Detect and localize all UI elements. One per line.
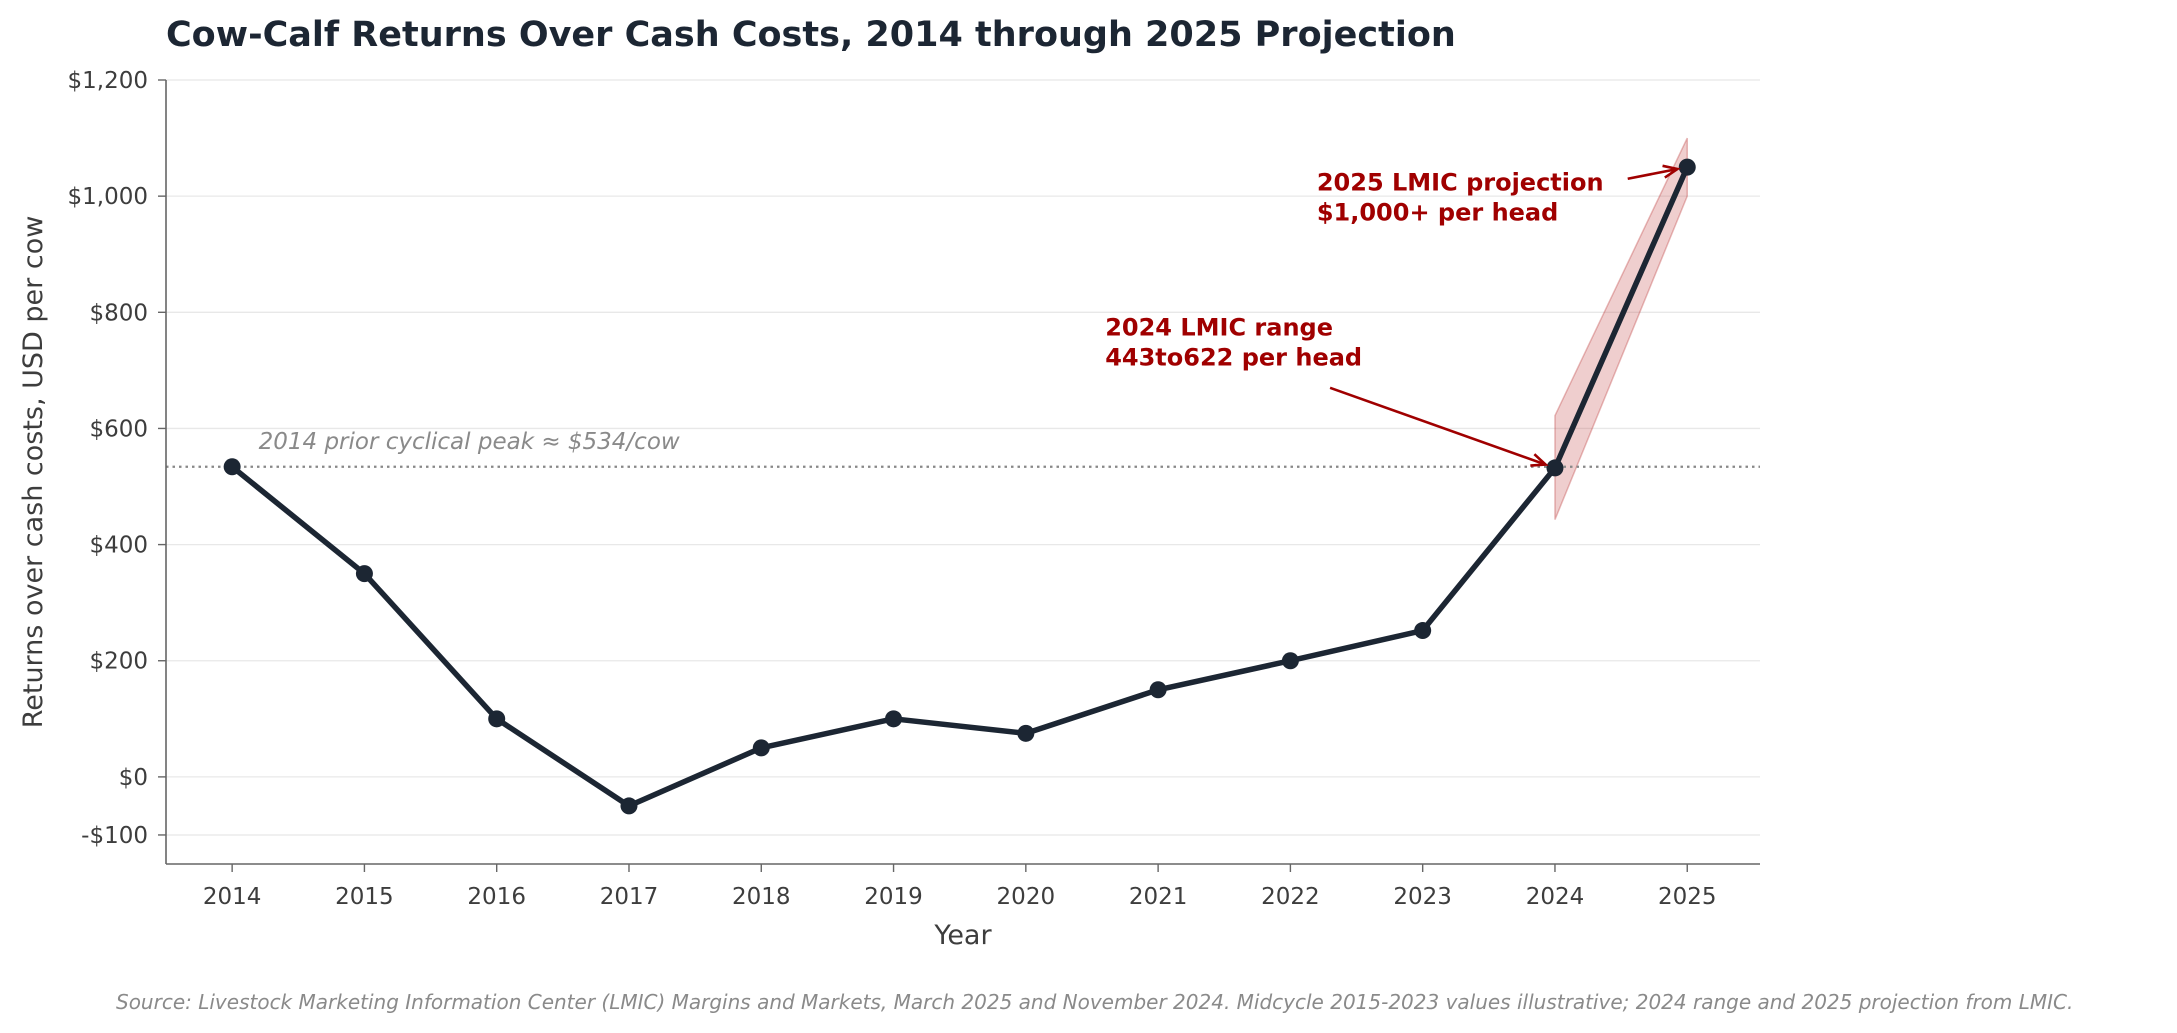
annotation-2024-range: 2024 LMIC range 443to622 per head — [1105, 314, 1362, 372]
x-tick-label: 2016 — [467, 884, 526, 910]
x-tick-label: 2017 — [600, 884, 659, 910]
y-tick-label: -$100 — [81, 823, 148, 849]
y-tick-label: $1,200 — [68, 68, 148, 94]
data-point-2025 — [1678, 158, 1696, 176]
y-tick-label: $200 — [89, 649, 148, 675]
data-point-2017 — [620, 797, 638, 815]
x-tick-label: 2022 — [1261, 884, 1320, 910]
source-note: Source: Livestock Marketing Information … — [116, 990, 2073, 1014]
data-point-2020 — [1017, 724, 1035, 742]
data-point-2015 — [355, 565, 373, 583]
y-tick-label: $0 — [119, 765, 148, 791]
y-tick-label: $400 — [89, 533, 148, 559]
annotation-2025-line1: 2025 LMIC projection — [1317, 168, 1604, 196]
data-point-2014 — [223, 458, 241, 476]
data-point-2023 — [1414, 622, 1432, 640]
x-tick-label: 2023 — [1393, 884, 1452, 910]
gridlines — [166, 79, 1760, 836]
annotation-2025-arrow — [1627, 167, 1678, 181]
x-tick-label: 2021 — [1129, 884, 1188, 910]
prior-peak-label: 2014 prior cyclical peak ≈ $534/cow — [259, 429, 680, 455]
x-tick-label: 2015 — [335, 884, 394, 910]
series-returns — [223, 158, 1696, 815]
annotation-2025-arrowhead — [1662, 164, 1681, 179]
data-point-2016 — [488, 710, 506, 728]
annotations: 2024 LMIC range 443to622 per head 2025 L… — [1105, 164, 1681, 467]
x-tick-label: 2014 — [203, 884, 262, 910]
y-tick-label: $600 — [89, 416, 148, 442]
x-tick-label: 2024 — [1526, 884, 1585, 910]
range-band-layer — [1554, 137, 1688, 520]
y-axis-ticks: -$100 $0 $200 $400 $600 $800 $1,000 $1,200 — [68, 68, 166, 849]
x-tick-label: 2025 — [1658, 884, 1717, 910]
data-point-2018 — [752, 739, 770, 757]
annotation-2025-line2: $1,000+ per head — [1317, 198, 1558, 226]
chart-title: Cow-Calf Returns Over Cash Costs, 2014 t… — [166, 15, 1456, 55]
y-tick-label: $1,000 — [68, 184, 148, 210]
annotation-2024-line1: 2024 LMIC range — [1105, 314, 1333, 342]
data-point-2019 — [885, 710, 903, 728]
x-axis-ticks: 2014 2015 2016 2017 2018 2019 2020 2021 2022 2023… — [203, 864, 1717, 910]
data-point-2024 — [1546, 459, 1564, 477]
annotation-2024-line2: 443to622 per head — [1105, 344, 1362, 372]
annotation-2025-projection: 2025 LMIC projection $1,000+ per head — [1317, 168, 1612, 226]
annotation-2024-arrow — [1329, 386, 1546, 466]
x-axis-label: Year — [933, 920, 992, 951]
annotation-2024-arrowhead — [1530, 453, 1549, 467]
data-point-2022 — [1281, 652, 1299, 670]
y-axis-label: Returns over cash costs, USD per cow — [18, 216, 49, 729]
lmic-range-band — [1554, 137, 1688, 520]
x-tick-label: 2019 — [864, 884, 923, 910]
data-point-2021 — [1149, 681, 1167, 699]
y-tick-label: $800 — [89, 300, 148, 326]
series-line — [229, 164, 1690, 809]
x-tick-label: 2018 — [732, 884, 791, 910]
x-tick-label: 2020 — [997, 884, 1056, 910]
